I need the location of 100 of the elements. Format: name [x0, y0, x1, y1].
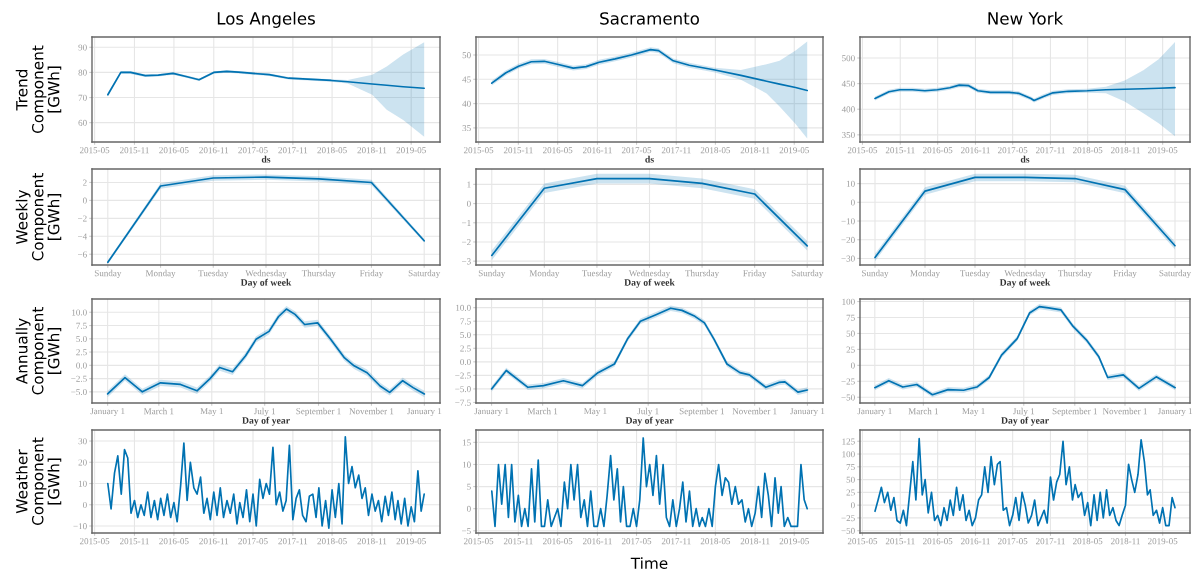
y-tick-label: 5 — [467, 483, 471, 490]
x-tick-label: 2019-05 — [396, 538, 426, 545]
y-tick-label: −10 — [73, 523, 87, 530]
y-tick-label: −2.5 — [71, 375, 87, 382]
x-tick-label: 2017-05 — [238, 147, 268, 154]
x-tick-label: Friday — [359, 269, 384, 279]
x-axis-title: Day of week — [624, 278, 675, 288]
y-tick-label: 10 — [462, 461, 471, 468]
y-tick-label: 1 — [467, 181, 471, 188]
x-tick-label: 2017-05 — [621, 147, 652, 154]
line-series — [490, 48, 809, 92]
y-tick-label: 75 — [846, 314, 855, 321]
x-tick-label: 2015-11 — [119, 147, 149, 154]
x-axis-title: ds — [261, 155, 271, 163]
x-tick-label: 2017-11 — [278, 538, 308, 545]
y-axis-title: Annually Component [GWh] — [15, 307, 62, 395]
x-tick-label: 2016-11 — [199, 147, 229, 154]
x-tick-label: January 1 — [90, 408, 125, 417]
x-tick-label: 2018-05 — [1073, 538, 1103, 545]
y-tick-label: 5.0 — [460, 331, 471, 339]
x-tick-label: Thursday — [1058, 269, 1093, 279]
x-tick-label: November 1 — [349, 407, 394, 415]
y-tick-label: 50 — [462, 52, 471, 59]
y-tick-label: −2 — [461, 239, 471, 246]
x-tick-label: 2018-11 — [1111, 147, 1140, 154]
y-tick-label: 2.5 — [460, 345, 471, 352]
x-tick-label: 2015-05 — [847, 147, 878, 154]
x-axis-title: Day of year — [242, 416, 290, 426]
y-tick-label: 35 — [462, 125, 471, 132]
y-tick-label: −25 — [841, 515, 855, 522]
x-tick-label: 2019-05 — [396, 147, 426, 154]
y-tick-label: 400 — [841, 106, 855, 113]
y-tick-label: −30 — [841, 255, 855, 262]
x-tick-label: January 1 — [857, 408, 892, 417]
x-tick-label: 2015-11 — [503, 538, 533, 545]
y-tick-label: 25 — [846, 489, 855, 496]
x-tick-label: January 1 — [474, 408, 509, 417]
y-tick-label: 10.0 — [72, 309, 87, 316]
y-tick-label: −4 — [77, 233, 87, 240]
x-tick-label: July 1 — [253, 407, 276, 417]
x-tick-label: Tuesday — [198, 269, 229, 279]
x-tick-label: 2017-05 — [998, 147, 1028, 154]
x-tick-label: January 1 — [790, 408, 825, 417]
x-tick-label: 2017-05 — [998, 538, 1028, 545]
y-tick-label: 70 — [78, 94, 87, 101]
x-tick-label: 2018-11 — [1111, 538, 1140, 545]
x-tick-label: July 1 — [1013, 407, 1035, 417]
y-tick-label: 7.5 — [76, 322, 87, 329]
y-tick-label: 10 — [846, 180, 855, 187]
chart-title: Sacramento — [600, 12, 699, 25]
y-tick-label: −5.0 — [71, 388, 87, 396]
x-tick-label: 2018-05 — [317, 147, 347, 154]
y-tick-label: 0 — [850, 362, 855, 369]
x-tick-label: 2018-11 — [357, 538, 387, 545]
line-series — [874, 84, 1176, 102]
y-tick-label: 0 — [82, 501, 87, 508]
x-tick-label: 2017-11 — [661, 147, 691, 154]
y-tick-label: −6 — [77, 251, 87, 258]
y-tick-label: 0 — [466, 505, 471, 512]
x-tick-label: Friday — [1113, 269, 1137, 279]
y-tick-label: 75 — [846, 464, 855, 471]
y-tick-label: −20 — [841, 236, 855, 243]
y-tick-label: 100 — [842, 451, 855, 458]
y-tick-label: 0 — [466, 200, 471, 207]
y-tick-label: 125 — [842, 438, 855, 445]
x-tick-label: 2016-05 — [543, 147, 573, 154]
x-tick-label: 2016-11 — [582, 147, 612, 154]
y-axis-title: Weekly Component [GWh] — [15, 173, 62, 261]
x-tick-label: 2016-05 — [159, 538, 189, 545]
x-tick-label: January 1 — [1157, 408, 1193, 417]
x-tick-label: 2018-05 — [700, 538, 731, 545]
x-axis-title: ds — [1020, 155, 1030, 163]
x-tick-label: May 1 — [200, 408, 223, 417]
x-tick-label: Sunday — [478, 269, 506, 279]
x-tick-label: Saturday — [408, 269, 441, 279]
x-tick-label: March 1 — [908, 407, 938, 415]
x-tick-label: 2017-11 — [661, 538, 691, 545]
y-tick-label: 10.0 — [456, 304, 471, 311]
x-tick-label: Monday — [145, 269, 176, 279]
x-tick-label: 2016-11 — [961, 538, 990, 545]
x-tick-label: 2016-11 — [961, 147, 990, 154]
x-tick-label: January 1 — [407, 408, 442, 417]
y-tick-label: 50 — [846, 476, 855, 483]
y-tick-label: −5 — [461, 528, 471, 535]
x-tick-label: 2017-11 — [1036, 538, 1065, 545]
x-tick-label: 2019-05 — [1148, 147, 1178, 154]
y-tick-label: 20 — [78, 459, 87, 466]
x-tick-label: September 1 — [296, 407, 341, 417]
y-tick-label: 10 — [78, 480, 87, 487]
y-tick-label: 5.0 — [76, 335, 87, 343]
x-tick-label: 2015-05 — [463, 147, 494, 154]
y-tick-label: −10 — [841, 218, 855, 225]
y-tick-label: 50 — [846, 330, 855, 337]
x-tick-label: September 1 — [679, 407, 724, 417]
line-series — [490, 437, 809, 528]
x-tick-label: May 1 — [584, 408, 607, 417]
x-tick-label: 2018-05 — [1073, 147, 1103, 154]
y-tick-label: 0.0 — [76, 362, 87, 369]
chart-title: New York — [988, 11, 1064, 25]
x-tick-label: 2016-05 — [923, 538, 953, 545]
